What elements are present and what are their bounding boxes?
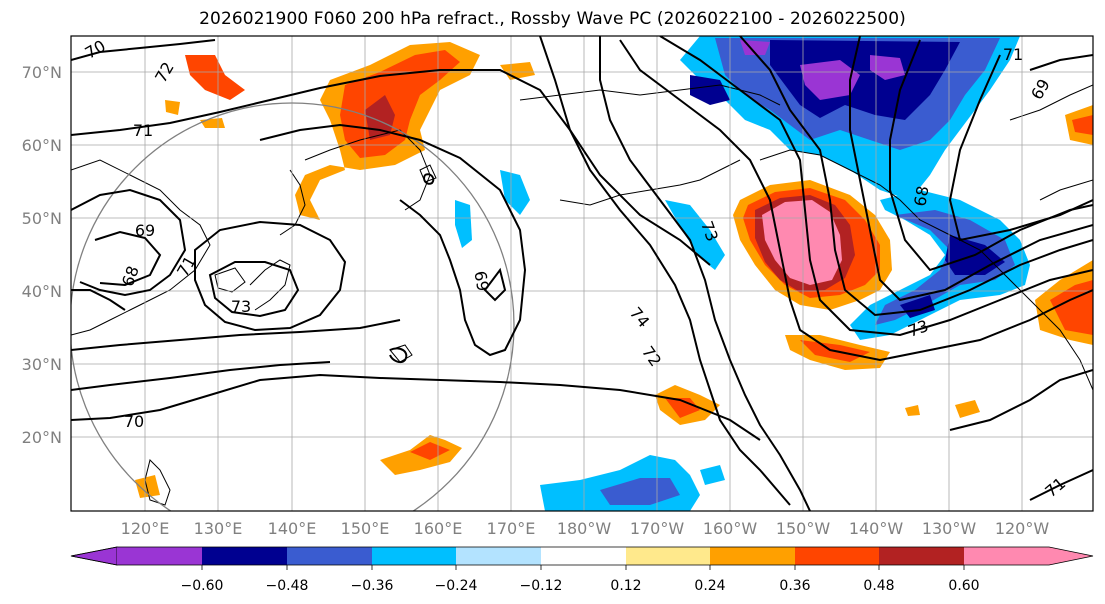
colorbar-tick-label: 0.48 (863, 578, 894, 594)
positive-anomaly-region (905, 405, 920, 416)
lon-label: 130°E (194, 519, 243, 538)
colorbar-ticks (201, 565, 965, 570)
colorbar-tick-label: −0.24 (435, 578, 478, 594)
negative-anomaly-region (875, 210, 1015, 325)
contour-label: 69 (470, 269, 492, 292)
colorbar-tick-label: 0.12 (610, 578, 641, 594)
colorbar-max-extension (964, 547, 1093, 565)
lon-label: 170°W (630, 519, 685, 538)
colorbar-swatch (202, 547, 287, 565)
colorbar-tick-label: −0.60 (181, 578, 224, 594)
contour-label: 71 (133, 121, 153, 140)
positive-anomaly-region (185, 55, 245, 100)
lon-label: 140°W (849, 519, 904, 538)
colorbar-tick-label: −0.36 (351, 578, 394, 594)
lat-label: 70°N (22, 63, 62, 82)
map-title: 2026021900 F060 200 hPa refract., Rossby… (199, 9, 906, 29)
contour-label: 68 (910, 184, 932, 207)
colorbar-swatch (541, 547, 626, 565)
lon-label: 150°W (776, 519, 831, 538)
colorbar-swatch (372, 547, 456, 565)
contour-label: 71 (1003, 45, 1023, 64)
lon-label: 170°E (487, 519, 536, 538)
latitude-labels: 70°N 60°N 50°N 40°N 30°N 20°N (22, 63, 62, 447)
colorbar-tick-label: 0.36 (779, 578, 810, 594)
positive-anomaly-region (165, 100, 180, 115)
colorbar-swatch (456, 547, 541, 565)
lon-label: 180°W (557, 519, 612, 538)
positive-anomaly-region (955, 400, 980, 418)
contour-label: 73 (231, 297, 251, 316)
colorbar-min-extension (70, 546, 118, 566)
lat-label: 30°N (22, 355, 62, 374)
positive-anomaly-region (135, 475, 160, 498)
negative-anomaly-region (700, 465, 725, 485)
contour-label: 69 (135, 221, 155, 240)
negative-anomaly-region (455, 200, 472, 248)
lat-label: 20°N (22, 428, 62, 447)
negative-anomaly-region (690, 75, 730, 105)
lon-label: 160°W (703, 519, 758, 538)
negative-anomaly-region (800, 60, 860, 100)
colorbar-swatch (626, 547, 710, 565)
colorbar-outline (70, 546, 1094, 566)
negative-anomaly-region (500, 170, 530, 215)
lon-label: 140°E (268, 519, 317, 538)
map-area: 72 71 69 68 71 73 70 69 74 72 73 73 68 6… (71, 36, 1093, 511)
map-frame (70, 35, 1094, 512)
colorbar-tick-label: 0.24 (694, 578, 725, 594)
contour-label: 70 (124, 412, 144, 431)
coastlines (71, 84, 1093, 506)
lon-label: 130°W (922, 519, 977, 538)
refractive-index-contours (71, 36, 1093, 511)
negative-anomaly-region (870, 55, 905, 80)
positive-anomaly-region (1072, 115, 1093, 135)
reference-circle (71, 102, 515, 511)
colorbar: −0.60 −0.48 −0.36 −0.24 −0.12 0.12 0.24 … (70, 546, 1094, 594)
colorbar-swatch (117, 547, 202, 565)
negative-anomaly-region (665, 200, 725, 270)
colorbar-tick-label: 0.60 (948, 578, 979, 594)
positive-anomaly-region (500, 62, 535, 80)
negative-anomaly-region (600, 478, 680, 505)
colorbar-swatch (795, 547, 879, 565)
longitude-labels: 120°E 130°E 140°E 150°E 160°E 170°E 180°… (121, 519, 1050, 538)
positive-anomaly-region (665, 398, 700, 418)
lat-label: 60°N (22, 136, 62, 155)
lat-label: 40°N (22, 282, 62, 301)
colorbar-swatch (287, 547, 372, 565)
lon-label: 160°E (414, 519, 463, 538)
colorbar-swatch (879, 547, 964, 565)
lon-label: 120°W (995, 519, 1050, 538)
lat-label: 50°N (22, 209, 62, 228)
lon-label: 150°E (341, 519, 390, 538)
colorbar-tick-label: −0.12 (520, 578, 563, 594)
colorbar-swatch (710, 547, 795, 565)
colorbar-tick-label: −0.48 (266, 578, 309, 594)
lon-label: 120°E (121, 519, 170, 538)
positive-anomaly-region (410, 442, 450, 460)
